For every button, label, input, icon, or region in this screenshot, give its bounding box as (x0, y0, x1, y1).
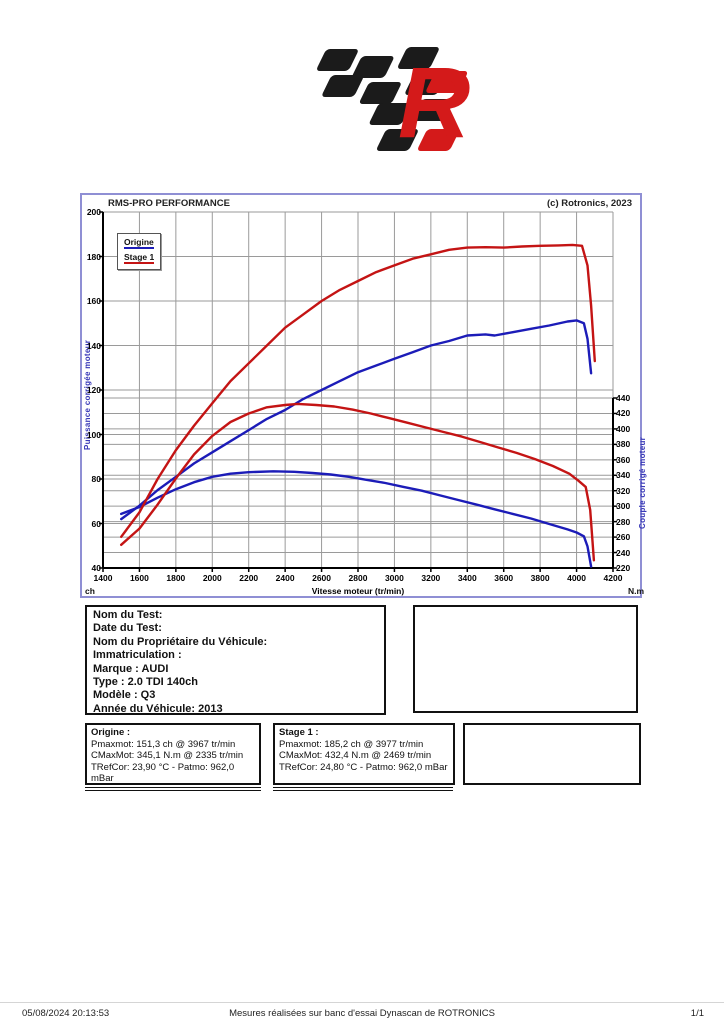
origine-underline (85, 787, 261, 791)
right-axis-unit: N.m (627, 586, 644, 596)
vehicle-info-line: Année du Véhicule: 2013 (93, 702, 223, 715)
vehicle-info-line: Date du Test: (93, 622, 162, 635)
curve-origine-couple (120, 470, 593, 568)
vehicle-info-box: Nom du Test: Date du Test: Nom du Propriét… (85, 605, 386, 715)
stage1-result-line: TRefCor: 24,80 °C - Patmo: 962,0 mBar (279, 761, 448, 773)
origine-result-title: Origine : (91, 727, 131, 738)
y-left-tick-label: 60 (91, 518, 101, 529)
y-left-tick-label: 80 (91, 474, 101, 484)
x-tick-label: 3400 (457, 573, 477, 583)
y-right-tick-label: 380 (616, 439, 631, 450)
origine-result-line: CMaxMot: 345,1 N.m @ 2335 tr/min (91, 750, 244, 761)
curve-stage1-couple (120, 402, 596, 562)
chart-legend: Origine Stage 1 (117, 233, 162, 270)
x-tick-label: 2800 (348, 573, 368, 583)
curve-stage1-puissance (120, 243, 596, 538)
footer-caption: Mesures réalisées sur banc d'essai Dynas… (229, 1008, 495, 1019)
y-right-tick-label: 320 (616, 485, 631, 496)
y-left-tick-label: 120 (86, 385, 101, 395)
y-right-tick-label: 300 (616, 501, 631, 512)
x-axis-title: Vitesse moteur (tr/min) (311, 586, 405, 596)
x-tick-label: 1600 (129, 573, 149, 583)
x-tick-label: 3600 (494, 573, 514, 583)
x-tick-label: 3000 (384, 573, 404, 583)
x-tick-label: 2600 (312, 573, 332, 583)
x-tick-label: 4200 (603, 573, 623, 583)
y-right-tick-label: 260 (616, 532, 631, 543)
vehicle-info-line: Modèle : Q3 (93, 689, 156, 702)
y-right-tick-label: 400 (616, 423, 631, 434)
stage1-result-line: Pmaxmot: 185,2 ch @ 3977 tr/min (279, 738, 424, 750)
y-right-tick-label: 420 (616, 408, 631, 419)
svg-text:R: R (398, 47, 470, 155)
vehicle-info-line: Type : 2.0 TDI 140ch (93, 676, 198, 689)
y-left-tick-label: 180 (86, 251, 101, 262)
stage1-underline (273, 787, 453, 791)
footer-datetime: 05/08/2024 20:13:53 (22, 1008, 110, 1019)
chart-title: RMS-PRO PERFORMANCE (108, 198, 230, 209)
x-tick-label: 1800 (166, 573, 186, 583)
x-tick-label: 2400 (275, 573, 295, 583)
legend-entry-origine: Origine (124, 237, 155, 249)
stage1-result-box: Stage 1 : Pmaxmot: 185,2 ch @ 3977 tr/mi… (273, 723, 455, 785)
plot-area (99, 211, 617, 572)
legend-entry-stage-1: Stage 1 (124, 252, 155, 264)
left-axis-unit: ch (85, 586, 95, 596)
x-tick-label: 2000 (202, 573, 222, 583)
y-left-tick-label: 100 (86, 429, 101, 440)
vehicle-info-line: Nom du Propriétaire du Véhicule: (93, 635, 268, 648)
footer-page-number: 1/1 (690, 1008, 704, 1019)
vehicle-info-line: Nom du Test: (93, 609, 163, 621)
x-tick-label: 3200 (421, 573, 441, 583)
y-left-tick-label: 160 (86, 296, 101, 306)
x-tick-label: 2200 (239, 573, 259, 583)
y-right-tick-label: 240 (616, 547, 631, 558)
stage1-result-title: Stage 1 : (279, 727, 319, 738)
chart-copyright: (c) Rotronics, 2023 (547, 198, 632, 209)
x-tick-label: 4000 (567, 573, 587, 583)
rms-logo: R (250, 25, 485, 159)
y-right-tick-label: 440 (616, 393, 631, 403)
dyno-chart: RMS-PRO PERFORMANCE (c) Rotronics, 2023 … (80, 193, 647, 598)
curve-origine-puissance (120, 319, 593, 521)
empty-box-top (413, 605, 638, 713)
stage1-result-line: CMaxMot: 432,4 N.m @ 2469 tr/min (279, 750, 432, 761)
y-right-tick-label: 220 (616, 563, 631, 573)
vehicle-info-line: Marque : AUDI (93, 662, 169, 675)
checkered-flag-icon: R (317, 47, 470, 159)
origine-result-line: TRefCor: 23,90 °C - Patmo: 962,0 mBar (91, 761, 235, 785)
left-axis-title: Puissance corrigée moteur (83, 339, 92, 451)
y-left-tick-label: 140 (86, 340, 101, 351)
empty-box-bottom (463, 723, 641, 785)
origine-result-line: Pmaxmot: 151,3 ch @ 3967 tr/min (91, 738, 236, 750)
origine-result-box: Origine : Pmaxmot: 151,3 ch @ 3967 tr/mi… (85, 723, 261, 785)
y-left-tick-label: 200 (86, 207, 101, 217)
y-left-tick-label: 40 (91, 563, 101, 573)
x-tick-label: 1400 (93, 573, 113, 583)
y-right-tick-label: 340 (616, 470, 631, 481)
vehicle-info-line: Immatriculation : (93, 649, 182, 662)
right-axis-title: Couple corrigé moteur (638, 436, 647, 529)
y-right-tick-label: 360 (616, 454, 631, 465)
x-tick-label: 3800 (530, 573, 550, 583)
y-right-tick-label: 280 (616, 516, 631, 527)
page-footer: 05/08/2024 20:13:53 Mesures réalisées su… (0, 1002, 724, 1019)
